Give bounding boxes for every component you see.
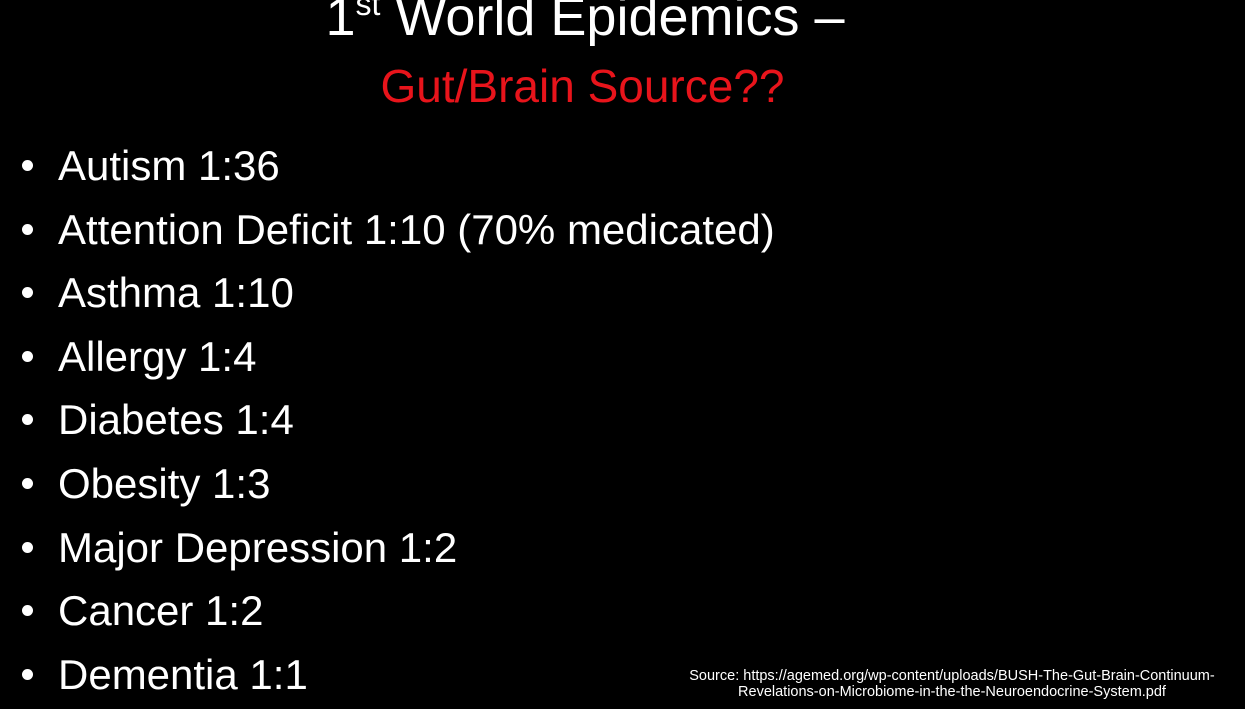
bullet-text: Allergy 1:4 [58, 332, 257, 380]
bullet-text: Diabetes 1:4 [58, 396, 294, 444]
source-citation: Source: https://agemed.org/wp-content/up… [672, 668, 1232, 700]
title-superscript: st [355, 0, 381, 22]
bullet-icon [22, 350, 33, 362]
bullet-text: Asthma 1:10 [58, 269, 294, 317]
title-rest: World Epidemics – [380, 0, 845, 47]
source-line-1: Source: https://agemed.org/wp-content/up… [689, 668, 1215, 684]
slide-title: 1st World Epidemics – [0, 0, 1170, 52]
bullet-text: Dementia 1:1 [58, 650, 308, 698]
slide-subtitle: Gut/Brain Source?? [380, 60, 785, 112]
source-line-2: Revelations-on-Microbiome-in-the-the-Neu… [738, 684, 1166, 700]
bullet-icon [22, 223, 33, 235]
bullet-icon [22, 605, 33, 617]
bullet-icon [22, 668, 33, 680]
title-prefix: 1 [325, 0, 356, 47]
bullet-icon [22, 414, 33, 426]
bullet-icon [22, 477, 33, 489]
bullet-text: Major Depression 1:2 [58, 523, 458, 571]
bullet-icon [22, 541, 33, 553]
bullet-text: Attention Deficit 1:10 (70% medicated) [58, 205, 775, 253]
bullet-text: Autism 1:36 [58, 142, 280, 189]
bullet-text: Obesity 1:3 [58, 459, 271, 507]
bullet-icon [22, 160, 33, 171]
bullet-icon [22, 287, 33, 299]
bullet-text: Cancer 1:2 [58, 587, 264, 635]
